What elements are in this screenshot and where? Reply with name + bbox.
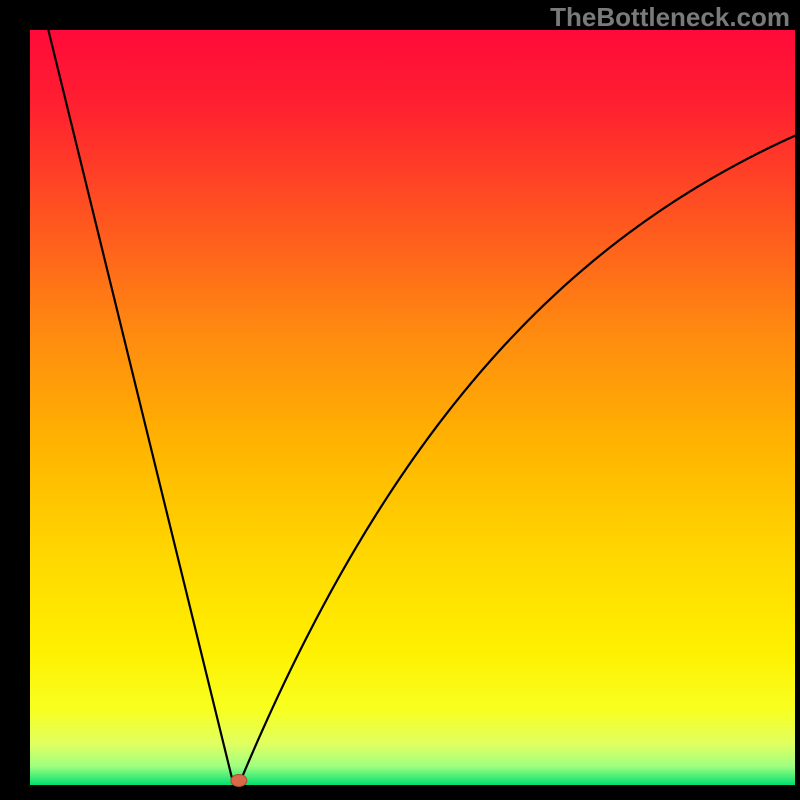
chart-container: TheBottleneck.com: [0, 0, 800, 800]
bottleneck-chart: [0, 0, 800, 800]
plot-background: [30, 30, 795, 785]
vertex-marker: [231, 774, 247, 786]
